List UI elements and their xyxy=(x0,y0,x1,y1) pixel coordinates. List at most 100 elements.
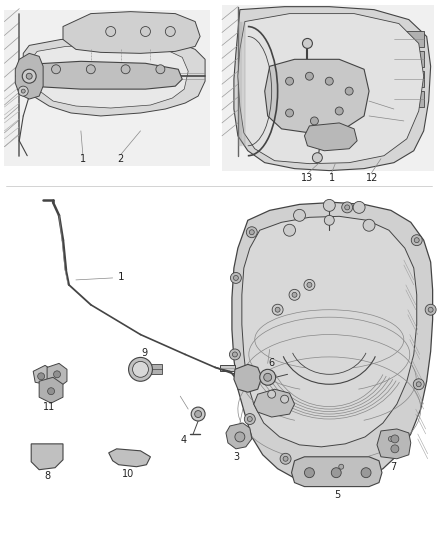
Bar xyxy=(394,91,424,107)
Text: 5: 5 xyxy=(334,489,340,499)
Polygon shape xyxy=(242,216,417,447)
Circle shape xyxy=(345,205,350,210)
Circle shape xyxy=(48,387,55,394)
Circle shape xyxy=(311,117,318,125)
Circle shape xyxy=(363,219,375,231)
Polygon shape xyxy=(63,12,200,53)
Polygon shape xyxy=(226,423,252,449)
Circle shape xyxy=(53,371,60,378)
Circle shape xyxy=(272,304,283,315)
Circle shape xyxy=(414,238,419,243)
Circle shape xyxy=(325,77,333,85)
Circle shape xyxy=(345,87,353,95)
Circle shape xyxy=(106,27,116,36)
Polygon shape xyxy=(254,389,294,417)
Bar xyxy=(394,51,424,67)
Circle shape xyxy=(305,72,314,80)
Circle shape xyxy=(312,153,322,163)
Polygon shape xyxy=(265,59,369,133)
Circle shape xyxy=(361,468,371,478)
Circle shape xyxy=(21,89,25,93)
Circle shape xyxy=(247,417,252,422)
Text: 7: 7 xyxy=(390,462,396,472)
Circle shape xyxy=(280,453,291,464)
Circle shape xyxy=(26,73,32,79)
Polygon shape xyxy=(304,123,357,151)
Polygon shape xyxy=(23,37,205,116)
Circle shape xyxy=(268,390,276,398)
Circle shape xyxy=(428,307,433,312)
Text: 13: 13 xyxy=(301,173,314,183)
Circle shape xyxy=(425,304,436,315)
Circle shape xyxy=(339,464,344,469)
Polygon shape xyxy=(377,429,411,459)
Text: 9: 9 xyxy=(141,349,148,359)
Circle shape xyxy=(264,373,272,381)
Circle shape xyxy=(353,201,365,213)
Text: 1: 1 xyxy=(80,154,86,164)
Circle shape xyxy=(230,349,240,360)
Polygon shape xyxy=(292,457,382,487)
Circle shape xyxy=(233,352,237,357)
Circle shape xyxy=(275,307,280,312)
Polygon shape xyxy=(234,6,431,171)
Circle shape xyxy=(165,27,175,36)
Text: 8: 8 xyxy=(44,471,50,481)
Circle shape xyxy=(307,282,312,287)
Polygon shape xyxy=(31,444,63,470)
Bar xyxy=(394,71,424,87)
Polygon shape xyxy=(33,365,51,384)
Circle shape xyxy=(191,407,205,421)
Text: 1: 1 xyxy=(117,272,124,282)
Circle shape xyxy=(304,468,314,478)
Circle shape xyxy=(244,414,255,424)
Circle shape xyxy=(246,227,257,238)
Circle shape xyxy=(233,276,238,280)
Polygon shape xyxy=(238,14,424,164)
Circle shape xyxy=(283,456,288,461)
Circle shape xyxy=(292,292,297,297)
Circle shape xyxy=(260,369,276,385)
Circle shape xyxy=(391,445,399,453)
Circle shape xyxy=(293,209,305,221)
Text: 10: 10 xyxy=(123,469,135,479)
Circle shape xyxy=(86,65,95,74)
Circle shape xyxy=(389,437,393,441)
Text: 12: 12 xyxy=(366,173,378,183)
Circle shape xyxy=(286,77,293,85)
Circle shape xyxy=(303,38,312,49)
Polygon shape xyxy=(47,364,67,387)
Circle shape xyxy=(342,202,353,213)
Circle shape xyxy=(289,289,300,300)
Circle shape xyxy=(194,410,201,417)
Circle shape xyxy=(52,65,60,74)
Circle shape xyxy=(335,107,343,115)
Text: 2: 2 xyxy=(117,154,124,164)
Circle shape xyxy=(324,215,334,225)
Text: 1: 1 xyxy=(329,173,336,183)
Circle shape xyxy=(385,433,396,445)
Polygon shape xyxy=(222,5,434,171)
Circle shape xyxy=(141,27,150,36)
Circle shape xyxy=(230,272,241,284)
Polygon shape xyxy=(39,377,63,403)
Circle shape xyxy=(249,230,254,235)
Circle shape xyxy=(416,382,421,387)
Circle shape xyxy=(38,373,45,380)
Circle shape xyxy=(286,109,293,117)
Circle shape xyxy=(283,224,296,236)
Bar xyxy=(148,365,162,374)
Polygon shape xyxy=(23,61,182,89)
Circle shape xyxy=(121,65,130,74)
Circle shape xyxy=(129,358,152,381)
Polygon shape xyxy=(232,203,433,483)
Circle shape xyxy=(323,199,335,212)
Circle shape xyxy=(336,461,347,472)
Polygon shape xyxy=(234,365,262,392)
Circle shape xyxy=(411,235,422,246)
Circle shape xyxy=(391,435,399,443)
Circle shape xyxy=(133,361,148,377)
Polygon shape xyxy=(4,10,210,166)
Polygon shape xyxy=(29,44,188,108)
Text: 6: 6 xyxy=(268,358,275,368)
